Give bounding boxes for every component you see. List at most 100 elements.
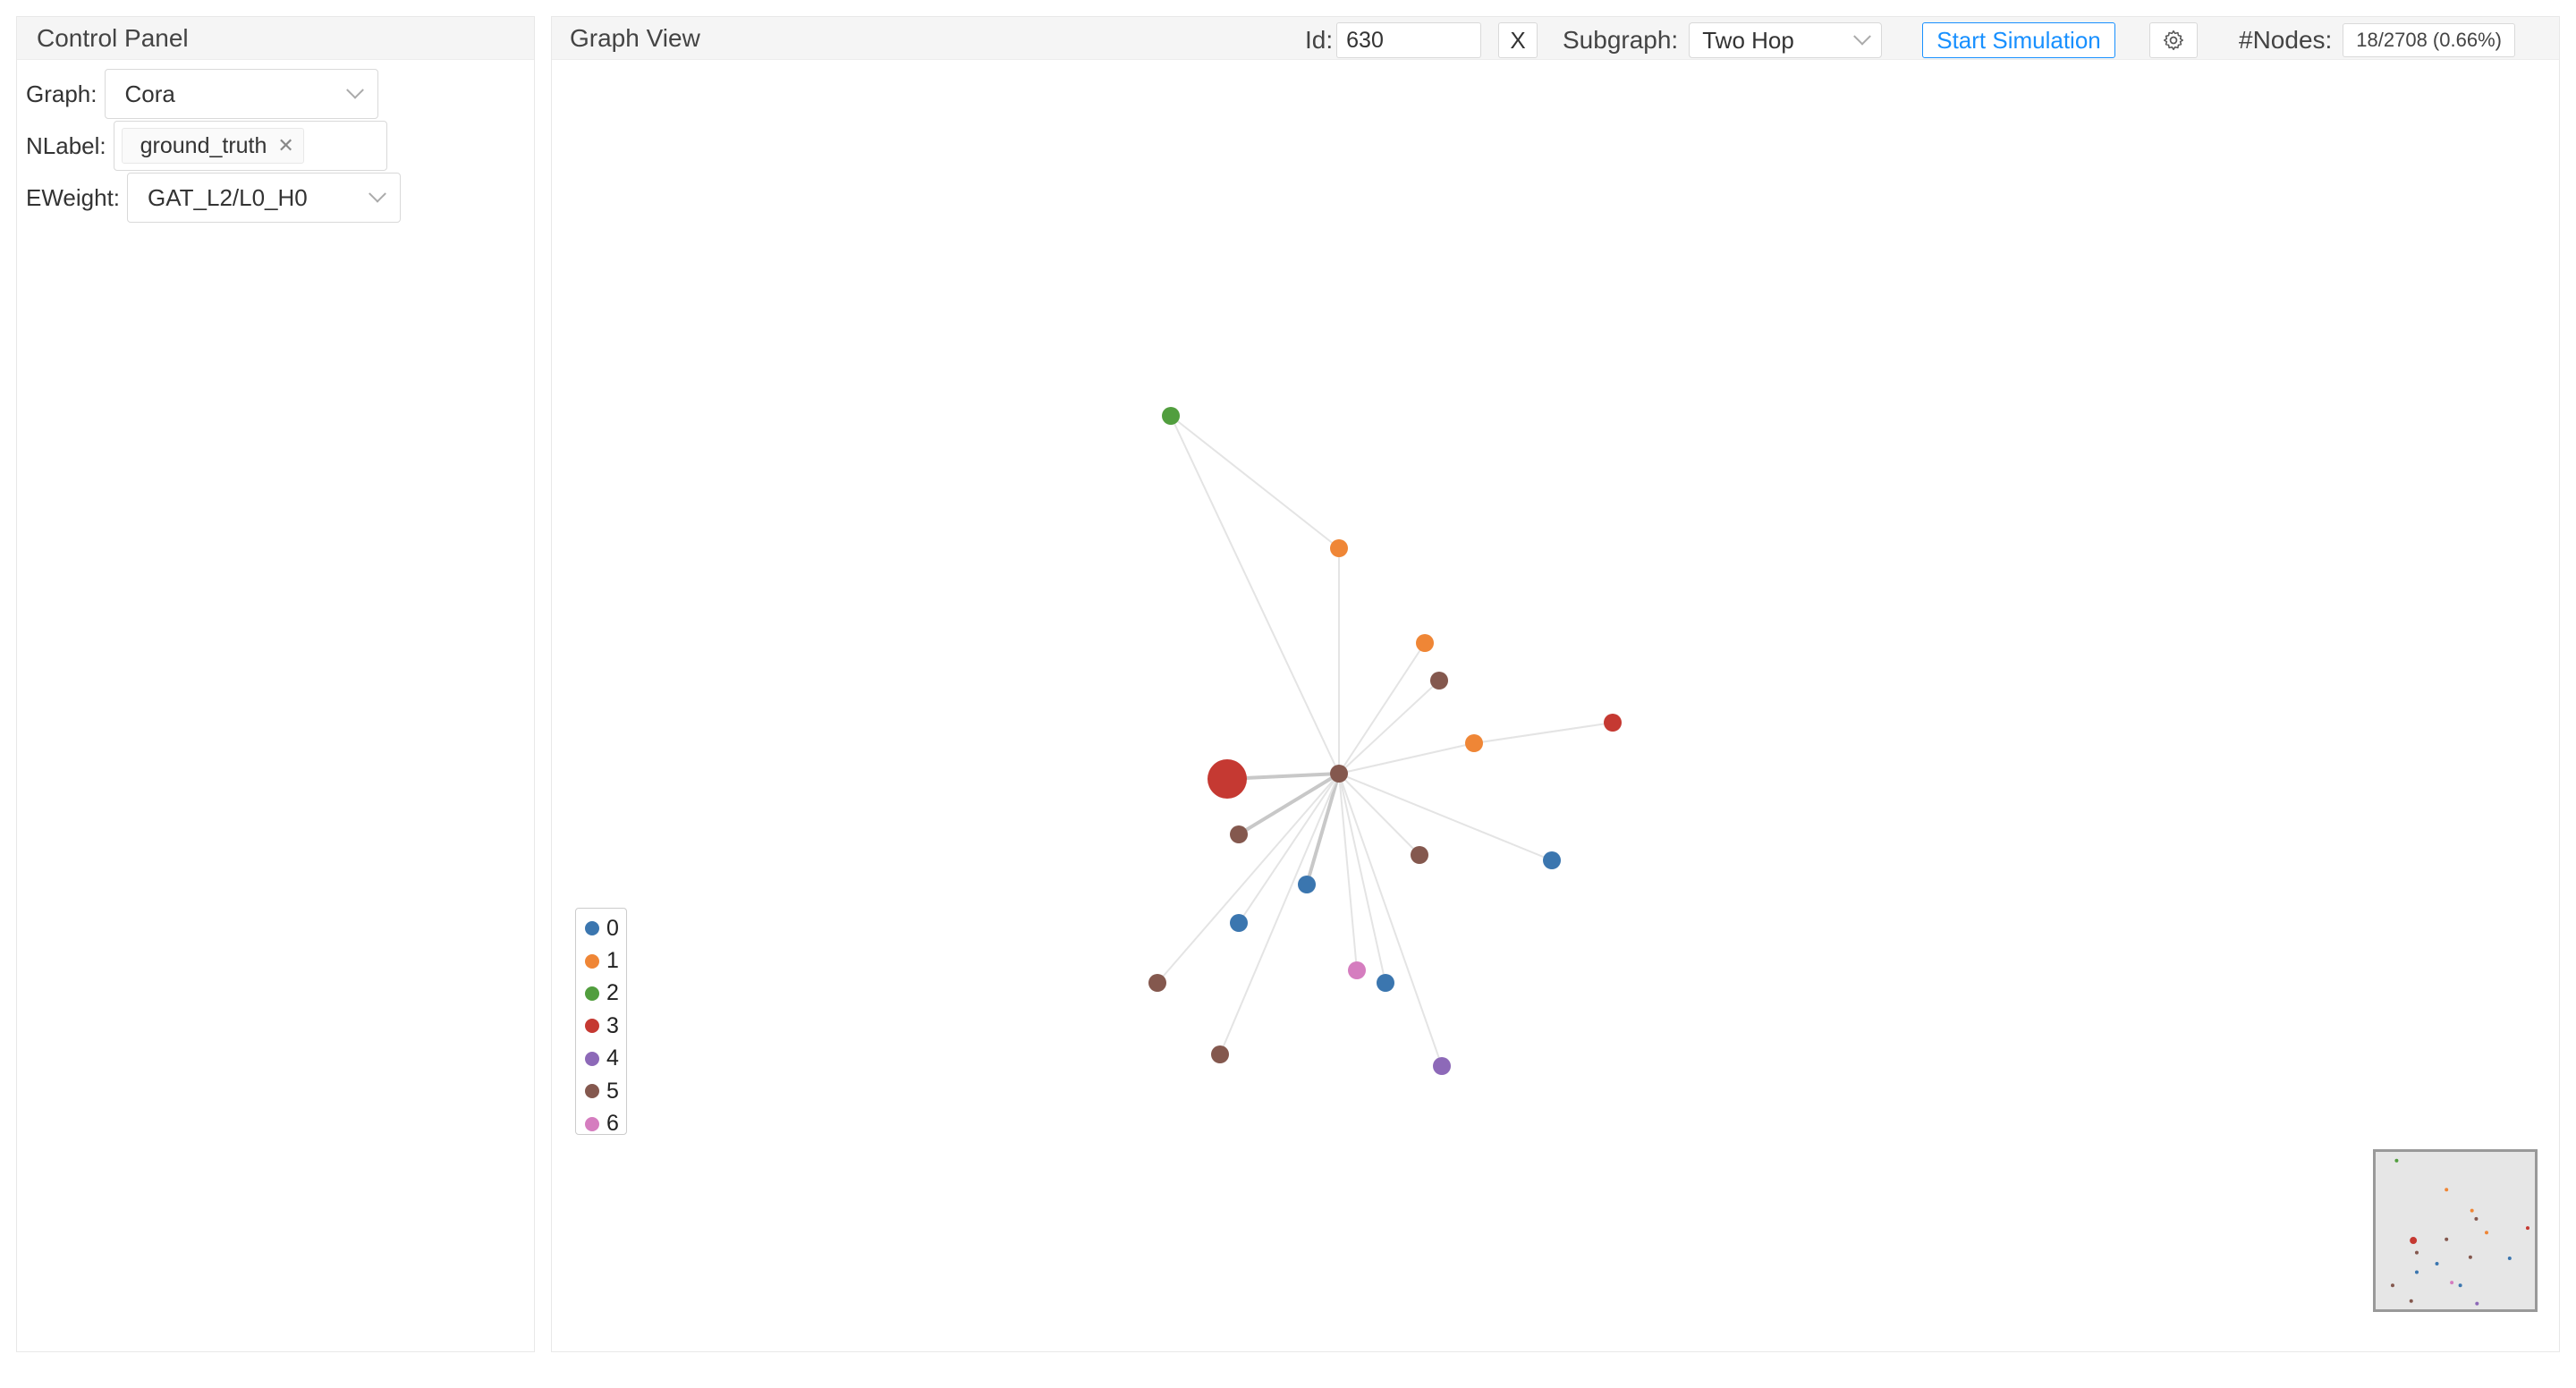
- graph-node[interactable]: [1208, 759, 1247, 799]
- legend-item-5[interactable]: 5: [576, 1075, 626, 1107]
- legend-item-3[interactable]: 3: [576, 1010, 626, 1042]
- graph-node[interactable]: [1465, 734, 1483, 752]
- graph-select-value: Cora: [124, 80, 175, 107]
- settings-button[interactable]: [2149, 22, 2198, 58]
- minimap-node: [2394, 1158, 2399, 1163]
- graph-node[interactable]: [1298, 876, 1316, 893]
- graph-edge: [1338, 773, 1420, 856]
- graph-node[interactable]: [1543, 851, 1561, 869]
- graph-row: Graph: Cora: [26, 69, 378, 119]
- subgraph-select[interactable]: Two Hop: [1689, 22, 1883, 58]
- graph-edge: [1473, 722, 1614, 744]
- legend-dot: [585, 953, 599, 969]
- minimap-node: [2474, 1216, 2479, 1221]
- minimap-node: [2414, 1270, 2419, 1274]
- control-panel-title: Control Panel: [17, 17, 534, 60]
- gear-icon: [2163, 30, 2184, 51]
- minimap-node: [2507, 1257, 2512, 1261]
- nodes-count-badge: 18/2708 (0.66%): [2343, 23, 2515, 57]
- minimap-node: [2475, 1301, 2479, 1306]
- graph-node[interactable]: [1416, 634, 1434, 652]
- subgraph-label: Subgraph:: [1563, 26, 1679, 54]
- id-label: Id:: [1305, 26, 1334, 54]
- graph-edge: [1338, 773, 1443, 1067]
- minimap-node: [2390, 1283, 2394, 1288]
- clear-id-button[interactable]: X: [1498, 22, 1538, 58]
- legend-item-1[interactable]: 1: [576, 944, 626, 977]
- chevron-down-icon: [345, 80, 364, 99]
- legend-label: 3: [606, 1012, 619, 1038]
- graph-edge: [1338, 642, 1426, 774]
- minimap-node: [2484, 1231, 2488, 1235]
- legend-label: 1: [606, 948, 619, 974]
- legend-item-4[interactable]: 4: [576, 1043, 626, 1075]
- minimap-node: [2435, 1262, 2439, 1265]
- graph-node[interactable]: [1430, 672, 1448, 690]
- graph-node[interactable]: [1411, 846, 1428, 864]
- graph-view: Graph View Id: 630 X Subgraph: Two Hop S…: [551, 16, 2560, 1352]
- graph-edge: [1170, 415, 1340, 549]
- legend-item-0[interactable]: 0: [576, 912, 626, 944]
- minimap-node: [2450, 1281, 2454, 1285]
- legend-label: 0: [606, 915, 619, 941]
- subgraph-group: Subgraph: Two Hop: [1563, 22, 1883, 58]
- graph-node[interactable]: [1230, 825, 1248, 843]
- graph-node[interactable]: [1604, 714, 1622, 732]
- graph-edge: [1338, 742, 1475, 774]
- legend-dot: [585, 1116, 599, 1131]
- control-panel: Control Panel Graph: Cora NLabel: ground…: [16, 16, 535, 1352]
- legend-label: 6: [606, 1111, 619, 1137]
- graph-node[interactable]: [1230, 914, 1248, 932]
- graph-edge: [1237, 772, 1341, 836]
- minimap-node: [2445, 1237, 2449, 1241]
- graph-view-header: Graph View Id: 630 X Subgraph: Two Hop S…: [552, 17, 2559, 60]
- legend-label: 4: [606, 1045, 619, 1071]
- minimap-node: [2468, 1255, 2472, 1259]
- graph-node[interactable]: [1348, 961, 1366, 979]
- graph-node[interactable]: [1162, 407, 1180, 425]
- graph-node[interactable]: [1330, 765, 1348, 783]
- graph-node[interactable]: [1330, 539, 1348, 557]
- legend: 0 1 2 3 4 5 6: [575, 908, 627, 1136]
- graph-canvas[interactable]: [552, 17, 2561, 1353]
- graph-edge: [1157, 773, 1340, 984]
- graph-node[interactable]: [1211, 1045, 1229, 1063]
- minimap-node: [2409, 1299, 2413, 1303]
- eweight-select[interactable]: GAT_L2/L0_H0: [127, 173, 402, 223]
- minimap-canvas: [2390, 1158, 2529, 1306]
- legend-dot: [585, 1084, 599, 1099]
- close-icon[interactable]: ✕: [277, 134, 294, 157]
- minimap-node: [2414, 1250, 2419, 1255]
- legend-dot: [585, 986, 599, 1001]
- graph-node[interactable]: [1433, 1057, 1451, 1075]
- minimap-node: [2470, 1208, 2474, 1213]
- id-field-group: Id: 630: [1305, 22, 1482, 58]
- graph-edge: [1219, 773, 1340, 1055]
- nodes-label: #Nodes:: [2239, 26, 2333, 54]
- subgraph-select-value: Two Hop: [1702, 26, 1794, 54]
- eweight-select-value: GAT_L2/L0_H0: [148, 183, 308, 211]
- minimap-node: [2525, 1226, 2529, 1231]
- start-simulation-button[interactable]: Start Simulation: [1922, 22, 2115, 58]
- graph-node[interactable]: [1148, 974, 1166, 992]
- graph-edge: [1338, 773, 1553, 861]
- graph-node[interactable]: [1377, 974, 1394, 992]
- nlabel-label: NLabel:: [26, 131, 106, 159]
- legend-item-2[interactable]: 2: [576, 978, 626, 1010]
- legend-item-6[interactable]: 6: [576, 1107, 626, 1139]
- nlabel-row: NLabel: ground_truth ✕: [26, 121, 387, 171]
- graph-edge: [1170, 415, 1340, 774]
- nodes-count-group: #Nodes: 18/2708 (0.66%): [2239, 22, 2515, 58]
- graph-edge: [1338, 773, 1386, 984]
- id-input[interactable]: 630: [1336, 22, 1482, 58]
- minimap[interactable]: [2373, 1149, 2538, 1312]
- nlabel-tag: ground_truth ✕: [121, 128, 304, 164]
- eweight-row: EWeight: GAT_L2/L0_H0: [26, 173, 402, 223]
- minimap-node: [2445, 1188, 2449, 1192]
- graph-select[interactable]: Cora: [104, 69, 378, 119]
- legend-label: 5: [606, 1078, 619, 1104]
- legend-label: 2: [606, 980, 619, 1006]
- nlabel-select[interactable]: ground_truth ✕: [113, 121, 387, 171]
- legend-dot: [585, 1019, 599, 1034]
- chevron-down-icon: [369, 184, 386, 203]
